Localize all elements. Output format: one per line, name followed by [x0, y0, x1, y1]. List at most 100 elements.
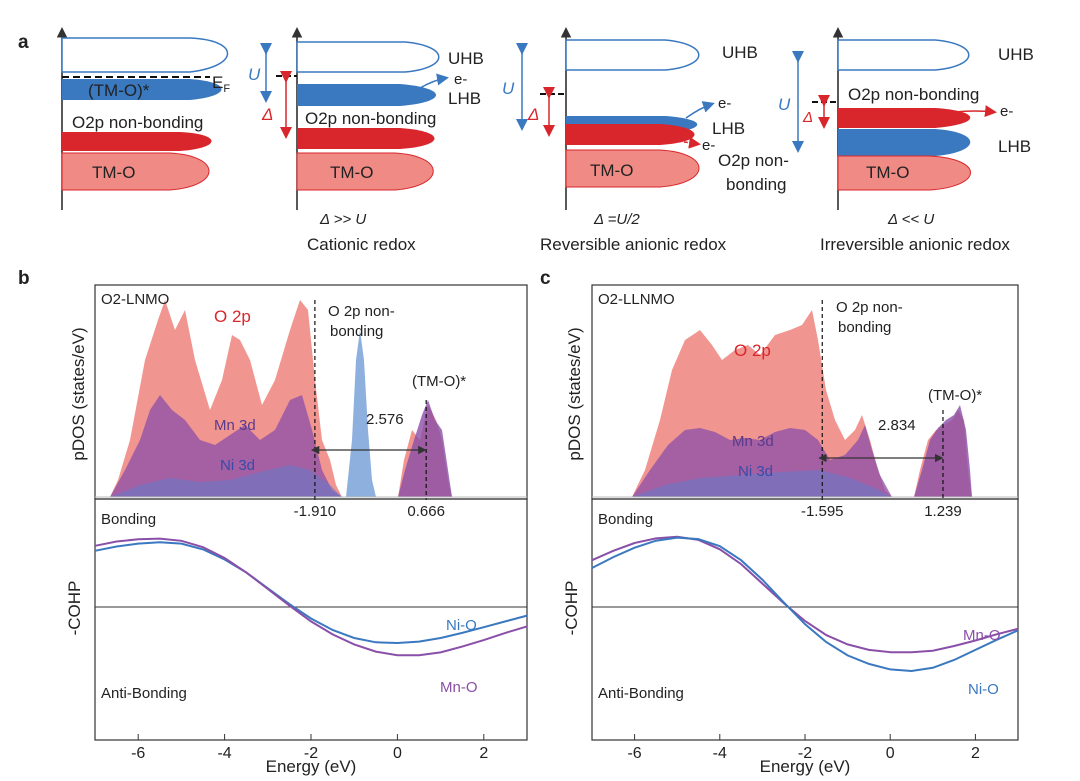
scheme-4-tmo-band	[837, 155, 971, 191]
c-bonding-label: Bonding	[598, 511, 653, 528]
scheme-4-caption-2: Irreversible anionic redox	[820, 235, 1010, 254]
b-xtick-label: -4	[217, 745, 231, 762]
scheme-3-electron-label-1: e-	[718, 95, 731, 112]
b-xlabel: Energy (eV)	[266, 757, 357, 776]
scheme-3-u-label: U	[502, 79, 515, 98]
c-cohp-plot	[591, 535, 1019, 673]
scheme-2-o2p-label: O2p non-bonding	[305, 109, 436, 128]
c-cohp-ylabel: -COHP	[562, 581, 581, 636]
c-nonbonding-label-1: O 2p non-	[836, 299, 903, 316]
panel-label-b: b	[18, 268, 30, 289]
b-tmo-star-mn-area	[398, 400, 452, 497]
c-ni3d-area	[632, 470, 892, 497]
scheme-1: (TM-O)* EF O2p non-bonding TM-O	[56, 27, 230, 210]
b-ni-o-legend: Ni-O	[446, 617, 477, 634]
b-mn3d-legend: Mn 3d	[214, 417, 256, 434]
b-cohp-line-ni-o	[94, 541, 528, 645]
b-cohp-ylabel: -COHP	[65, 581, 84, 636]
scheme-4-delta-label: Δ	[802, 109, 813, 126]
panel-label-a: a	[18, 32, 29, 53]
scheme-3-delta-label: Δ	[527, 105, 539, 124]
b-xtick-label: -6	[131, 745, 145, 762]
c-xtick-label: -2	[798, 745, 812, 762]
c-tmo-star-label: (TM-O)*	[928, 387, 982, 404]
b-ni3d-legend: Ni 3d	[220, 457, 255, 474]
c-dos-ylabel: pDOS (states/eV)	[565, 327, 584, 460]
b-tmo-star-label: (TM-O)*	[412, 373, 466, 390]
c-cohp-line-mn-o	[591, 535, 1019, 654]
scheme-2-caption-1: Δ >> U	[319, 211, 366, 228]
scheme-4-electron-arrow	[954, 105, 997, 118]
b-dos-areas	[95, 300, 527, 498]
c-xlabel: Energy (eV)	[760, 757, 851, 776]
scheme-3-caption-2: Reversible anionic redox	[540, 235, 727, 254]
c-cohp-frame	[591, 498, 1019, 741]
scheme-2-electron-arrow	[419, 73, 449, 89]
scheme-2-tmo-band	[296, 152, 434, 191]
scheme-4-uhb-label: UHB	[998, 45, 1034, 64]
scheme-2-electron-label: e-	[454, 71, 467, 88]
c-dos-areas	[592, 310, 1018, 498]
scheme-2-lhb-band	[297, 84, 436, 106]
scheme-4: UHB O2p non-bonding e- LHB TM-O U Δ Δ <<…	[778, 27, 1034, 254]
scheme-3: UHB LHB e- e- TM-O O2p non- bonding U Δ …	[502, 27, 789, 254]
b-antibonding-label: Anti-Bonding	[101, 685, 187, 702]
scheme-1-o2p-band	[62, 132, 212, 151]
scheme-3-o2p-label-2: bonding	[726, 175, 787, 194]
b-cohp-line-mn-o	[94, 537, 528, 657]
b-marker-right-label: 0.666	[407, 503, 445, 520]
b-ni-peak-area	[346, 330, 376, 497]
b-xtick-label: 0	[393, 745, 402, 762]
b-nonbonding-label-2: bonding	[330, 323, 383, 340]
c-ni3d-legend: Ni 3d	[738, 463, 773, 480]
b-gap-label: 2.576	[366, 411, 404, 428]
b-ni3d-area	[110, 465, 342, 497]
scheme-3-electron-label-2: e-	[702, 137, 715, 154]
c-mn3d-legend: Mn 3d	[732, 433, 774, 450]
scheme-1-tmo-star-band	[62, 79, 222, 100]
b-mn-o-legend: Mn-O	[440, 679, 478, 696]
b-dos-title: O2-LNMO	[101, 291, 169, 308]
c-xtick-label: -6	[627, 745, 641, 762]
scheme-1-o2p-label: O2p non-bonding	[72, 113, 203, 132]
scheme-3-tmo-label: TM-O	[590, 161, 633, 180]
b-bonding-label: Bonding	[101, 511, 156, 528]
scheme-4-tmo-label: TM-O	[866, 163, 909, 182]
scheme-3-tmo-band	[565, 149, 700, 188]
c-o2p-legend: O 2p	[734, 341, 771, 360]
c-xtick-label: 0	[886, 745, 895, 762]
c-tmo-star-mn-area	[914, 405, 972, 497]
scheme-2-caption-2: Cationic redox	[307, 235, 416, 254]
scheme-2-o2p-band	[297, 128, 435, 149]
b-xticks: -6 -4 -2 0 2	[131, 734, 488, 762]
c-marker-right-label: 1.239	[924, 503, 962, 520]
c-xtick-label: -4	[713, 745, 727, 762]
c-xticks: -6 -4 -2 0 2	[627, 734, 980, 762]
c-cohp-line-ni-o	[591, 536, 1019, 673]
scheme-3-electron-arrow-1	[685, 101, 715, 119]
scheme-4-o2p-band	[838, 108, 971, 128]
scheme-1-tmo-star-label: (TM-O)*	[88, 81, 150, 100]
scheme-2: UHB LHB e- U Δ O2p non-bonding TM-O Δ >>…	[248, 27, 484, 254]
scheme-4-uhb-band	[837, 39, 970, 71]
c-antibonding-label: Anti-Bonding	[598, 685, 684, 702]
scheme-2-uhb-band	[296, 41, 440, 73]
scheme-2-delta-label: Δ	[261, 105, 273, 124]
b-marker-left-label: -1.910	[294, 503, 337, 520]
scheme-2-tmo-label: TM-O	[330, 163, 373, 182]
b-xtick-label: 2	[479, 745, 488, 762]
scheme-4-lhb-band	[838, 129, 971, 156]
c-ni-o-legend: Ni-O	[968, 681, 999, 698]
c-gap-label: 2.834	[878, 417, 916, 434]
scheme-4-o2p-label: O2p non-bonding	[848, 85, 979, 104]
scheme-1-ef-label: EF	[212, 73, 230, 95]
b-nonbonding-label-1: O 2p non-	[328, 303, 395, 320]
scheme-3-caption-1: Δ =U/2	[593, 211, 640, 228]
scheme-3-uhb-label: UHB	[722, 43, 758, 62]
scheme-4-caption-1: Δ << U	[887, 211, 934, 228]
scheme-3-lhb-label: LHB	[712, 119, 745, 138]
scheme-3-uhb-band	[565, 39, 700, 71]
scheme-4-electron-label: e-	[1000, 103, 1013, 120]
scheme-1-tmo-band	[61, 152, 210, 191]
